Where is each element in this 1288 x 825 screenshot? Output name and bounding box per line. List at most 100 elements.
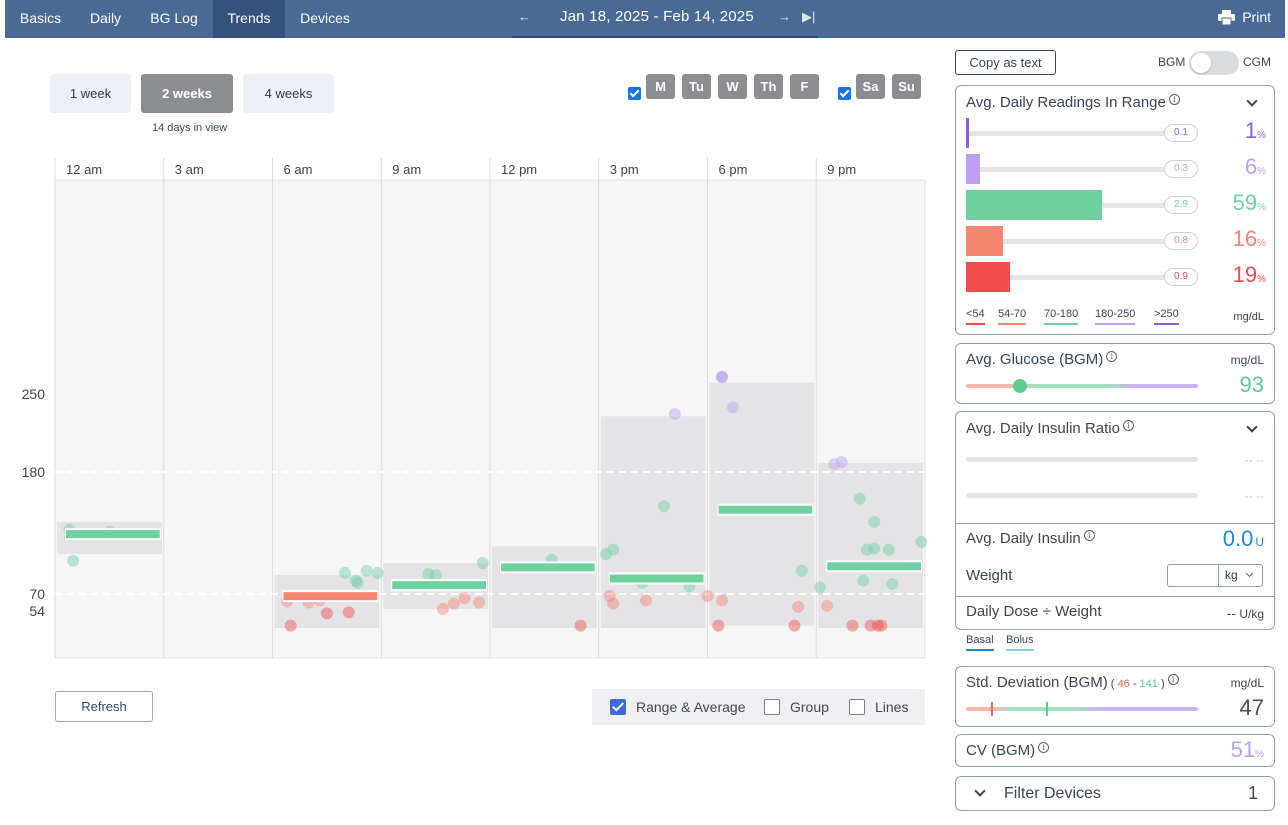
weight-unit-select[interactable]: kg [1225,568,1238,582]
range-count-pill: 0.8 [1164,232,1198,250]
next-period-arrow-icon[interactable]: → [778,9,791,24]
info-icon[interactable]: i [1106,351,1118,362]
range-row: 0.1 1% [966,118,1266,148]
bg-reading-point [792,600,805,613]
y-tick-label: 180 [22,464,46,480]
bg-reading-point [668,408,681,421]
print-button[interactable]: Print [1218,9,1271,26]
date-range-label: Jan 18, 2025 - Feb 14, 2025 [560,8,754,25]
day-button-monday[interactable]: M [646,74,675,99]
range-percent: 59% [1232,190,1266,215]
daily-dose-weight-label: Daily Dose ÷ Weight [966,603,1102,620]
readings-in-range-title: Avg. Daily Readings In Range i [966,94,1180,111]
chevron-down-icon[interactable] [1246,421,1258,433]
info-icon[interactable]: i [1167,674,1179,685]
x-tick-label: 12 pm [501,162,537,177]
filter-devices-card[interactable]: Filter Devices 1 [955,776,1275,811]
range-track [966,239,1196,244]
tab-daily[interactable]: Daily [89,10,122,26]
copy-as-text-button[interactable]: Copy as text [955,50,1056,75]
bg-reading-point [726,401,739,414]
range-row: 2.9 59% [966,190,1266,220]
std-deviation-value: 47 [1239,695,1264,720]
period-1-week-button[interactable]: 1 week [50,74,131,113]
most-recent-period-icon[interactable]: ▶| [802,9,816,24]
info-icon[interactable]: i [1083,530,1095,541]
range-track [966,131,1196,136]
cgm-toggle-label: CGM [1243,55,1271,69]
range-average-checkbox[interactable] [610,699,626,715]
bg-reading-point [828,458,841,471]
tab-trends[interactable]: Trends [213,0,285,38]
avg-glucose-scale [966,384,1198,388]
range-fill-bar [966,154,980,184]
bg-reading-point [574,619,587,632]
tab-basics[interactable]: Basics [19,10,62,26]
range-count-pill: 0.1 [1164,124,1198,142]
range-fill-bar [966,190,1102,220]
range-count-pill: 0.3 [1164,160,1198,178]
bg-reading-point [788,619,801,632]
basal-ratio-value: -- -- [1244,453,1264,467]
bg-reading-point [422,568,435,581]
range-percent: 6% [1244,154,1266,179]
info-icon[interactable]: i [1168,94,1180,105]
refresh-button[interactable]: Refresh [55,691,153,722]
weekdays-checkbox[interactable] [628,87,641,100]
bg-reading-point [658,500,670,513]
range-band [600,416,706,628]
range-row: 0.9 19% [966,262,1266,292]
bg-reading-point [371,566,384,579]
chevron-down-icon[interactable] [1245,569,1254,578]
y-tick-label: 250 [22,386,46,402]
bg-reading-point [716,370,728,383]
day-button-friday[interactable]: F [790,74,819,99]
bg-reading-point [607,543,620,556]
days-in-view-label: 14 days in view [152,122,228,134]
bg-reading-point [868,515,881,528]
day-button-sunday[interactable]: Su [892,74,921,99]
lines-checkbox[interactable] [849,699,865,715]
basal-ratio-track [966,457,1198,462]
range-legend-item: 180-250 [1095,308,1136,325]
day-button-wednesday[interactable]: W [718,74,747,99]
tab-bg-log[interactable]: BG Log [150,10,198,26]
bgm-cgm-toggle[interactable] [1189,51,1239,75]
range-band [818,463,923,628]
chevron-down-icon[interactable] [974,785,986,797]
day-button-tuesday[interactable]: Tu [682,74,711,99]
day-button-thursday[interactable]: Th [754,74,783,99]
std-high-marker [1046,702,1048,716]
cv-card: CV (BGM) i 51% [955,734,1275,767]
bg-reading-point [813,581,826,594]
info-icon[interactable]: i [1038,742,1050,753]
weight-input[interactable]: kg [1167,564,1263,587]
bg-reading-point [875,619,888,632]
group-checkbox[interactable] [764,699,780,715]
bg-reading-point [458,592,471,605]
x-tick-label: 9 pm [827,162,856,177]
bg-reading-point [284,619,297,632]
range-fill-bar [966,262,1010,292]
bg-reading-point [447,597,460,610]
period-4-weeks-button[interactable]: 4 weeks [243,74,334,113]
weekend-checkbox[interactable] [838,87,851,100]
day-button-saturday[interactable]: Sa [856,74,885,99]
previous-period-arrow-icon[interactable]: ← [518,9,531,24]
bg-reading-point [339,566,351,579]
period-2-weeks-button[interactable]: 2 weeks [141,74,233,113]
chevron-down-icon[interactable] [1246,95,1258,107]
divider [956,523,1274,524]
tab-devices[interactable]: Devices [300,10,350,26]
std-deviation-unit: mg/dL [1230,676,1264,690]
bg-reading-point [320,607,333,620]
date-navigator: ← Jan 18, 2025 - Feb 14, 2025 → ▶| [512,0,818,38]
bg-reading-point [882,543,895,556]
range-legend-item: 70-180 [1044,308,1079,325]
x-tick-label: 6 am [284,162,313,177]
bg-reading-point [712,619,725,632]
range-average-label: Range & Average [636,699,746,715]
avg-glucose-unit: mg/dL [1230,353,1264,367]
std-deviation-card: Std. Deviation (BGM) ( 46 - 141 ) i mg/dL… [955,666,1275,727]
info-icon[interactable]: i [1122,420,1134,431]
